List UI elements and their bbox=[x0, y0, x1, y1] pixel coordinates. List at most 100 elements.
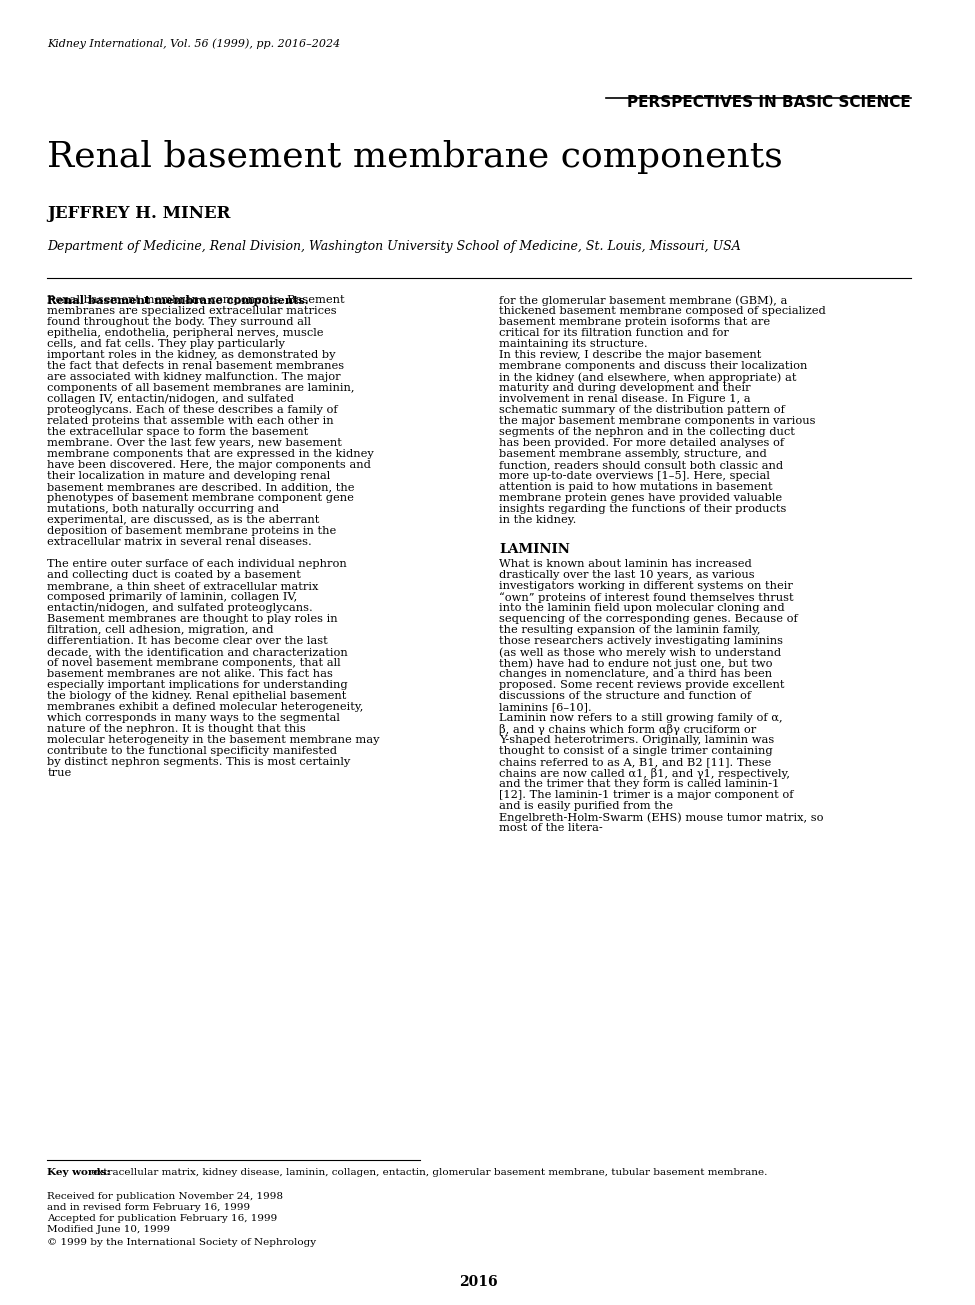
Text: The entire outer surface of each individual nephron: The entire outer surface of each individ… bbox=[47, 559, 347, 569]
Text: especially important implications for understanding: especially important implications for un… bbox=[47, 680, 348, 690]
Text: experimental, are discussed, as is the aberrant: experimental, are discussed, as is the a… bbox=[47, 515, 320, 525]
Text: thought to consist of a single trimer containing: thought to consist of a single trimer co… bbox=[499, 746, 772, 756]
Text: differentiation. It has become clear over the last: differentiation. It has become clear ove… bbox=[47, 636, 328, 646]
Text: the major basement membrane components in various: the major basement membrane components i… bbox=[499, 416, 815, 425]
Text: PERSPECTIVES IN BASIC SCIENCE: PERSPECTIVES IN BASIC SCIENCE bbox=[627, 95, 911, 110]
Text: proposed. Some recent reviews provide excellent: proposed. Some recent reviews provide ex… bbox=[499, 680, 785, 690]
Text: maintaining its structure.: maintaining its structure. bbox=[499, 339, 647, 348]
Text: which corresponds in many ways to the segmental: which corresponds in many ways to the se… bbox=[47, 713, 340, 723]
Text: more up-to-date overviews [1–5]. Here, special: more up-to-date overviews [1–5]. Here, s… bbox=[499, 471, 770, 482]
Text: drastically over the last 10 years, as various: drastically over the last 10 years, as v… bbox=[499, 570, 755, 579]
Text: maturity and during development and their: maturity and during development and thei… bbox=[499, 382, 751, 393]
Text: basement membranes are not alike. This fact has: basement membranes are not alike. This f… bbox=[47, 669, 333, 679]
Text: [12]. The laminin-1 trimer is a major component of: [12]. The laminin-1 trimer is a major co… bbox=[499, 790, 794, 800]
Text: those researchers actively investigating laminins: those researchers actively investigating… bbox=[499, 636, 783, 646]
Text: basement membrane protein isoforms that are: basement membrane protein isoforms that … bbox=[499, 317, 770, 328]
Text: discussions of the structure and function of: discussions of the structure and functio… bbox=[499, 692, 751, 701]
Text: membrane protein genes have provided valuable: membrane protein genes have provided val… bbox=[499, 493, 782, 502]
Text: decade, with the identification and characterization: decade, with the identification and char… bbox=[47, 647, 348, 656]
Text: in the kidney.: in the kidney. bbox=[499, 515, 576, 525]
Text: are associated with kidney malfunction. The major: are associated with kidney malfunction. … bbox=[47, 372, 341, 382]
Text: “own” proteins of interest found themselves thrust: “own” proteins of interest found themsel… bbox=[499, 592, 794, 603]
Text: epithelia, endothelia, peripheral nerves, muscle: epithelia, endothelia, peripheral nerves… bbox=[47, 328, 324, 338]
Text: membrane components that are expressed in the kidney: membrane components that are expressed i… bbox=[47, 449, 373, 459]
Text: and the trimer that they form is called laminin-1: and the trimer that they form is called … bbox=[499, 779, 779, 790]
Text: membrane, a thin sheet of extracellular matrix: membrane, a thin sheet of extracellular … bbox=[47, 581, 319, 591]
Text: their localization in mature and developing renal: their localization in mature and develop… bbox=[47, 471, 331, 482]
Text: and collecting duct is coated by a basement: and collecting duct is coated by a basem… bbox=[47, 570, 301, 579]
Text: composed primarily of laminin, collagen IV,: composed primarily of laminin, collagen … bbox=[47, 592, 297, 602]
Text: membranes are specialized extracellular matrices: membranes are specialized extracellular … bbox=[47, 305, 336, 316]
Text: What is known about laminin has increased: What is known about laminin has increase… bbox=[499, 559, 752, 569]
Text: insights regarding the functions of their products: insights regarding the functions of thei… bbox=[499, 504, 787, 514]
Text: and is easily purified from the: and is easily purified from the bbox=[499, 801, 673, 810]
Text: Kidney International, Vol. 56 (1999), pp. 2016–2024: Kidney International, Vol. 56 (1999), pp… bbox=[47, 38, 340, 48]
Text: investigators working in different systems on their: investigators working in different syste… bbox=[499, 581, 793, 591]
Text: Renal basement membrane components. Basement: Renal basement membrane components. Base… bbox=[47, 295, 345, 305]
Text: membrane. Over the last few years, new basement: membrane. Over the last few years, new b… bbox=[47, 438, 342, 448]
Text: phenotypes of basement membrane component gene: phenotypes of basement membrane componen… bbox=[47, 493, 354, 502]
Text: mutations, both naturally occurring and: mutations, both naturally occurring and bbox=[47, 504, 279, 514]
Text: function, readers should consult both classic and: function, readers should consult both cl… bbox=[499, 459, 783, 470]
Text: 2016: 2016 bbox=[459, 1275, 498, 1289]
Text: contribute to the functional specificity manifested: contribute to the functional specificity… bbox=[47, 746, 337, 756]
Text: the fact that defects in renal basement membranes: the fact that defects in renal basement … bbox=[47, 361, 344, 371]
Text: deposition of basement membrane proteins in the: deposition of basement membrane proteins… bbox=[47, 526, 336, 536]
Text: true: true bbox=[47, 769, 71, 778]
Text: LAMININ: LAMININ bbox=[499, 543, 569, 556]
Text: has been provided. For more detailed analyses of: has been provided. For more detailed ana… bbox=[499, 438, 784, 448]
Text: entactin/nidogen, and sulfated proteoglycans.: entactin/nidogen, and sulfated proteogly… bbox=[47, 603, 313, 613]
Text: collagen IV, entactin/nidogen, and sulfated: collagen IV, entactin/nidogen, and sulfa… bbox=[47, 394, 294, 405]
Text: JEFFREY H. MINER: JEFFREY H. MINER bbox=[47, 205, 230, 222]
Text: Department of Medicine, Renal Division, Washington University School of Medicine: Department of Medicine, Renal Division, … bbox=[47, 240, 741, 253]
Text: basement membrane assembly, structure, and: basement membrane assembly, structure, a… bbox=[499, 449, 766, 459]
Text: molecular heterogeneity in the basement membrane may: molecular heterogeneity in the basement … bbox=[47, 735, 379, 745]
Text: Y-shaped heterotrimers. Originally, laminin was: Y-shaped heterotrimers. Originally, lami… bbox=[499, 735, 774, 745]
Text: of novel basement membrane components, that all: of novel basement membrane components, t… bbox=[47, 658, 341, 668]
Text: changes in nomenclature, and a third has been: changes in nomenclature, and a third has… bbox=[499, 669, 772, 679]
Text: extracellular matrix in several renal diseases.: extracellular matrix in several renal di… bbox=[47, 536, 312, 547]
Text: © 1999 by the International Society of Nephrology: © 1999 by the International Society of N… bbox=[47, 1238, 316, 1248]
Text: for the glomerular basement membrane (GBM), a: for the glomerular basement membrane (GB… bbox=[499, 295, 788, 305]
Text: extracellular matrix, kidney disease, laminin, collagen, entactin, glomerular ba: extracellular matrix, kidney disease, la… bbox=[89, 1168, 767, 1177]
Text: Laminin now refers to a still growing family of α,: Laminin now refers to a still growing fa… bbox=[499, 713, 783, 723]
Text: important roles in the kidney, as demonstrated by: important roles in the kidney, as demons… bbox=[47, 350, 335, 360]
Text: them) have had to endure not just one, but two: them) have had to endure not just one, b… bbox=[499, 658, 772, 668]
Text: β, and γ chains which form αβγ cruciform or: β, and γ chains which form αβγ cruciform… bbox=[499, 724, 757, 735]
Text: related proteins that assemble with each other in: related proteins that assemble with each… bbox=[47, 416, 333, 425]
Text: In this review, I describe the major basement: In this review, I describe the major bas… bbox=[499, 350, 761, 360]
Text: schematic summary of the distribution pattern of: schematic summary of the distribution pa… bbox=[499, 405, 785, 415]
Text: proteoglycans. Each of these describes a family of: proteoglycans. Each of these describes a… bbox=[47, 405, 337, 415]
Text: Renal basement membrane components.: Renal basement membrane components. bbox=[47, 295, 309, 305]
Text: thickened basement membrane composed of specialized: thickened basement membrane composed of … bbox=[499, 305, 826, 316]
Text: sequencing of the corresponding genes. Because of: sequencing of the corresponding genes. B… bbox=[499, 613, 798, 624]
Text: cells, and fat cells. They play particularly: cells, and fat cells. They play particul… bbox=[47, 339, 285, 348]
Text: membrane components and discuss their localization: membrane components and discuss their lo… bbox=[499, 361, 807, 371]
Text: most of the litera-: most of the litera- bbox=[499, 823, 603, 833]
Text: membranes exhibit a defined molecular heterogeneity,: membranes exhibit a defined molecular he… bbox=[47, 702, 364, 713]
Text: into the laminin field upon molecular cloning and: into the laminin field upon molecular cl… bbox=[499, 603, 785, 613]
Text: attention is paid to how mutations in basement: attention is paid to how mutations in ba… bbox=[499, 482, 772, 492]
Text: chains referred to as A, B1, and B2 [11]. These: chains referred to as A, B1, and B2 [11]… bbox=[499, 757, 771, 767]
Text: by distinct nephron segments. This is most certainly: by distinct nephron segments. This is mo… bbox=[47, 757, 350, 767]
Text: involvement in renal disease. In Figure 1, a: involvement in renal disease. In Figure … bbox=[499, 394, 751, 405]
Text: laminins [6–10].: laminins [6–10]. bbox=[499, 702, 592, 713]
Text: Accepted for publication February 16, 1999: Accepted for publication February 16, 19… bbox=[47, 1214, 278, 1223]
Text: Received for publication November 24, 1998: Received for publication November 24, 19… bbox=[47, 1193, 283, 1201]
Text: filtration, cell adhesion, migration, and: filtration, cell adhesion, migration, an… bbox=[47, 625, 274, 636]
Text: Modified June 10, 1999: Modified June 10, 1999 bbox=[47, 1225, 171, 1235]
Text: basement membranes are described. In addition, the: basement membranes are described. In add… bbox=[47, 482, 355, 492]
Text: and in revised form February 16, 1999: and in revised form February 16, 1999 bbox=[47, 1203, 251, 1212]
Text: Renal basement membrane components: Renal basement membrane components bbox=[47, 140, 783, 174]
Text: (as well as those who merely wish to understand: (as well as those who merely wish to und… bbox=[499, 647, 781, 658]
Text: the biology of the kidney. Renal epithelial basement: the biology of the kidney. Renal epithel… bbox=[47, 692, 346, 701]
Text: the resulting expansion of the laminin family,: the resulting expansion of the laminin f… bbox=[499, 625, 760, 636]
Text: found throughout the body. They surround all: found throughout the body. They surround… bbox=[47, 317, 311, 328]
Text: segments of the nephron and in the collecting duct: segments of the nephron and in the colle… bbox=[499, 427, 795, 437]
Text: have been discovered. Here, the major components and: have been discovered. Here, the major co… bbox=[47, 459, 371, 470]
Text: the extracellular space to form the basement: the extracellular space to form the base… bbox=[47, 427, 308, 437]
Text: critical for its filtration function and for: critical for its filtration function and… bbox=[499, 328, 729, 338]
Text: Key words:: Key words: bbox=[47, 1168, 110, 1177]
Text: chains are now called α1, β1, and γ1, respectively,: chains are now called α1, β1, and γ1, re… bbox=[499, 769, 790, 779]
Text: in the kidney (and elsewhere, when appropriate) at: in the kidney (and elsewhere, when appro… bbox=[499, 372, 797, 382]
